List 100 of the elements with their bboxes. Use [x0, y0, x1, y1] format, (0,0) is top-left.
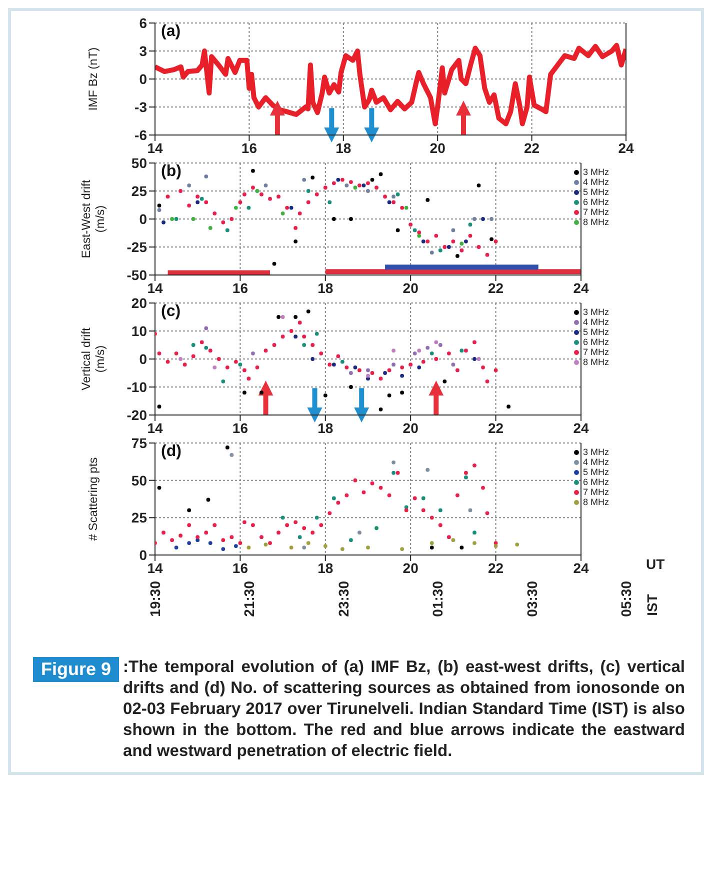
point [426, 346, 430, 350]
point [328, 200, 332, 204]
point [191, 343, 196, 347]
point [442, 245, 447, 249]
point [472, 357, 476, 361]
y-tick-label: 0 [139, 546, 148, 563]
point [349, 180, 353, 184]
point [302, 334, 306, 339]
point [174, 217, 178, 221]
point [230, 535, 234, 540]
legend-label: 7 MHz [582, 487, 609, 497]
point [285, 523, 290, 528]
point [387, 368, 392, 372]
point [306, 200, 310, 204]
point [451, 239, 456, 244]
point [340, 360, 344, 364]
y-tick-label: 0 [139, 350, 148, 367]
point [332, 362, 336, 367]
point [170, 538, 174, 542]
point [362, 490, 366, 494]
point [157, 208, 162, 212]
point [481, 365, 485, 370]
point [260, 535, 264, 540]
point [366, 189, 370, 193]
point [358, 368, 362, 372]
x-tick-label: 24 [573, 280, 589, 296]
point [332, 181, 336, 186]
point [204, 530, 208, 535]
point [340, 178, 344, 182]
point [242, 368, 246, 372]
point [481, 486, 485, 490]
point [204, 200, 208, 204]
point [157, 404, 162, 409]
legend-label: 8 MHz [582, 357, 609, 367]
x-tick-label: 16 [232, 280, 248, 296]
point [476, 357, 481, 361]
point [468, 234, 472, 238]
point [289, 329, 294, 333]
legend-label: 3 MHz [582, 447, 609, 457]
point [162, 220, 166, 224]
point [280, 315, 285, 319]
point [506, 404, 511, 409]
point [430, 546, 434, 550]
point [157, 204, 162, 208]
point [392, 194, 396, 199]
point [460, 248, 464, 252]
point [370, 371, 374, 375]
point [515, 542, 520, 546]
y-tick-label: -20 [126, 406, 148, 423]
point [387, 493, 392, 498]
point [392, 470, 396, 475]
point [319, 523, 324, 528]
point [225, 446, 230, 450]
y-tick-label: 10 [131, 322, 148, 339]
x-tick-label: 20 [430, 140, 446, 156]
point [323, 186, 328, 190]
point [400, 547, 404, 551]
point [234, 544, 238, 548]
x-tick-label: 24 [618, 140, 634, 156]
point [460, 546, 464, 550]
point [417, 234, 422, 238]
point [280, 211, 285, 216]
point [298, 535, 302, 540]
x2-axis-title: IST [644, 594, 660, 616]
point [242, 390, 246, 395]
y-axis-title: East-West drift (m/s) [79, 179, 107, 258]
point [206, 498, 210, 502]
point [362, 183, 366, 188]
point [208, 348, 212, 353]
point [264, 542, 268, 546]
point [387, 393, 392, 398]
point [370, 481, 374, 486]
y-axis-title: Vertical drift (m/s) [79, 326, 107, 390]
chart-title: (d) [161, 443, 182, 461]
point [276, 315, 280, 319]
point [178, 357, 183, 361]
y-tick-label: -10 [126, 378, 148, 395]
y-tick-label: -6 [134, 126, 148, 143]
point [230, 452, 234, 457]
point [400, 206, 404, 210]
point [349, 217, 353, 221]
point [212, 365, 217, 370]
point [455, 368, 460, 372]
point [408, 222, 413, 227]
x-tick-label: 14 [147, 280, 163, 296]
point [460, 242, 464, 246]
point [204, 174, 208, 178]
point [494, 368, 498, 372]
point [204, 346, 208, 350]
point [412, 351, 417, 356]
point [366, 181, 370, 186]
point [208, 541, 212, 546]
x2-tick-label: 21:30 [241, 580, 258, 617]
point [234, 360, 238, 364]
point [446, 245, 451, 249]
point [438, 508, 442, 512]
point [396, 228, 400, 232]
point [230, 217, 234, 221]
chart-title: (a) [161, 23, 181, 41]
x-tick-label: 18 [318, 420, 334, 436]
